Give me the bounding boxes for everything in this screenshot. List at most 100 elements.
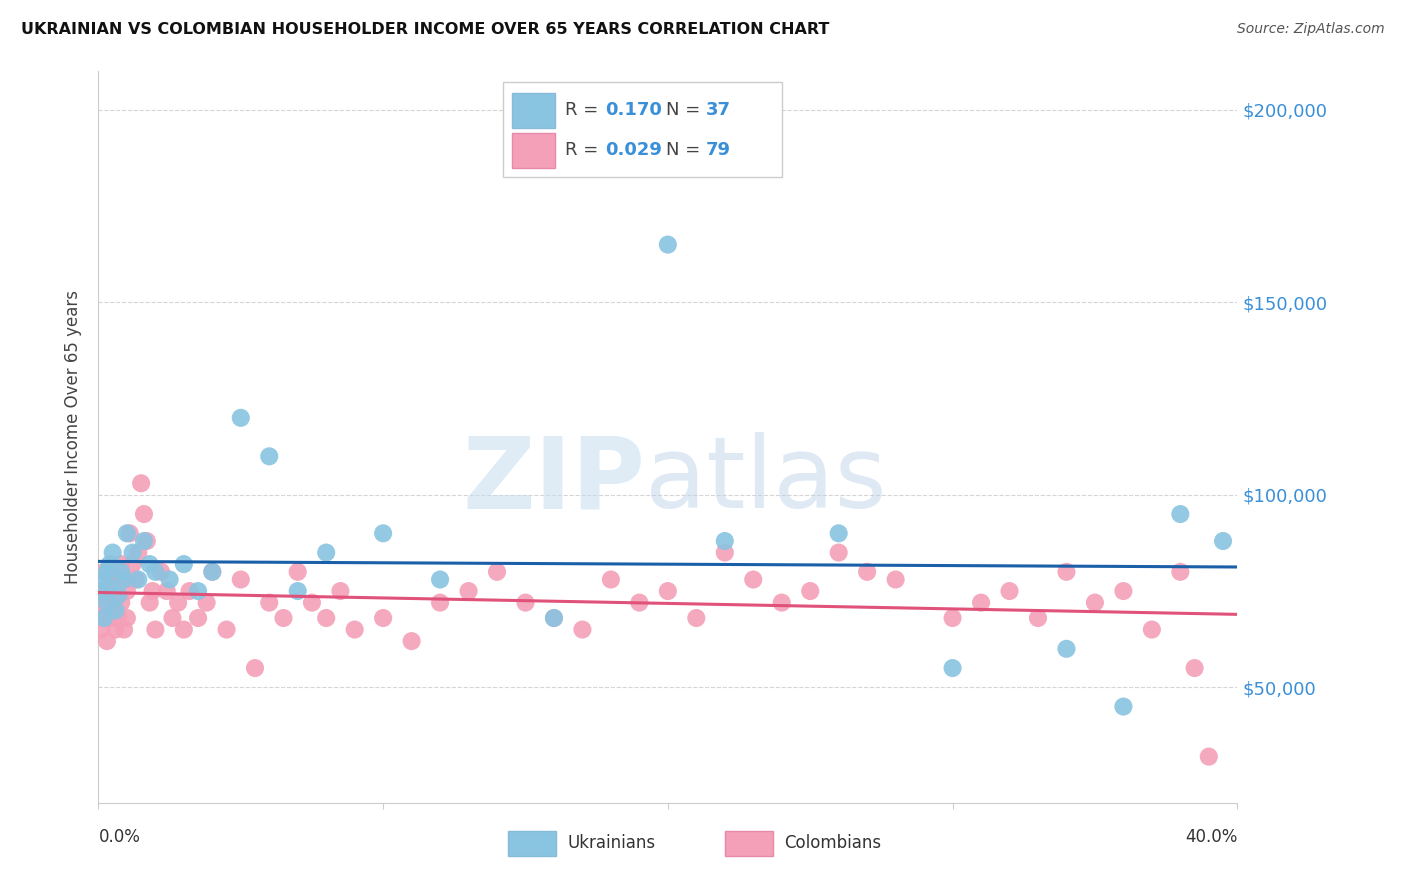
Point — [145, 565, 167, 579]
Point — [373, 526, 395, 541]
Point — [104, 623, 127, 637]
Point — [101, 596, 124, 610]
Point — [373, 611, 395, 625]
Text: R =: R = — [565, 101, 605, 120]
Point — [301, 596, 323, 610]
Point — [799, 584, 821, 599]
Point — [141, 584, 163, 599]
Text: R =: R = — [565, 141, 605, 160]
Point — [90, 584, 112, 599]
Point — [115, 611, 138, 625]
Point — [112, 573, 135, 587]
Point — [124, 573, 146, 587]
Point — [287, 565, 309, 579]
Point — [1198, 749, 1220, 764]
Point — [515, 596, 537, 610]
Point — [90, 596, 112, 610]
Point — [121, 557, 143, 571]
Point — [96, 584, 118, 599]
Point — [600, 573, 623, 587]
Point — [115, 526, 138, 541]
Point — [159, 573, 181, 587]
Point — [167, 596, 190, 610]
Point — [98, 573, 121, 587]
Point — [98, 580, 121, 594]
Point — [96, 596, 118, 610]
Text: Colombians: Colombians — [785, 834, 882, 852]
Point — [179, 584, 201, 599]
Point — [138, 557, 160, 571]
Point — [770, 596, 793, 610]
Point — [1084, 596, 1107, 610]
Point — [187, 611, 209, 625]
Point — [101, 545, 124, 559]
Point — [571, 623, 593, 637]
Point — [543, 611, 565, 625]
Text: 0.170: 0.170 — [605, 101, 662, 120]
FancyBboxPatch shape — [512, 133, 555, 168]
Text: 37: 37 — [706, 101, 731, 120]
Text: 79: 79 — [706, 141, 731, 160]
Point — [107, 588, 129, 602]
Text: Source: ZipAtlas.com: Source: ZipAtlas.com — [1237, 22, 1385, 37]
Point — [93, 611, 115, 625]
Point — [343, 623, 366, 637]
Point — [486, 565, 509, 579]
Point — [138, 596, 160, 610]
Point — [685, 611, 707, 625]
Point — [742, 573, 765, 587]
Point — [187, 584, 209, 599]
Point — [112, 623, 135, 637]
Point — [112, 573, 135, 587]
Point — [195, 596, 218, 610]
Point — [98, 603, 121, 617]
Point — [201, 565, 224, 579]
Point — [135, 534, 157, 549]
Point — [104, 565, 127, 579]
Point — [93, 565, 115, 579]
Text: 0.029: 0.029 — [605, 141, 662, 160]
Point — [856, 565, 879, 579]
Point — [173, 623, 195, 637]
Point — [273, 611, 295, 625]
Point — [714, 534, 737, 549]
Point — [628, 596, 651, 610]
Point — [96, 634, 118, 648]
FancyBboxPatch shape — [503, 82, 782, 178]
Point — [115, 584, 138, 599]
Point — [1212, 534, 1234, 549]
Text: ZIP: ZIP — [463, 433, 645, 530]
Point — [543, 611, 565, 625]
Point — [998, 584, 1021, 599]
Point — [1056, 565, 1078, 579]
FancyBboxPatch shape — [509, 831, 557, 856]
Point — [132, 507, 155, 521]
Point — [657, 237, 679, 252]
Point — [104, 603, 127, 617]
Point — [229, 573, 252, 587]
Point — [118, 526, 141, 541]
Point — [101, 611, 124, 625]
Point — [110, 596, 132, 610]
Point — [132, 534, 155, 549]
Point — [107, 588, 129, 602]
Point — [145, 623, 167, 637]
Text: 40.0%: 40.0% — [1185, 829, 1237, 847]
Point — [156, 584, 179, 599]
Text: N =: N = — [665, 141, 706, 160]
Point — [162, 611, 184, 625]
Point — [401, 634, 423, 648]
FancyBboxPatch shape — [512, 93, 555, 128]
Point — [828, 526, 851, 541]
Text: N =: N = — [665, 101, 706, 120]
Point — [93, 611, 115, 625]
Text: 0.0%: 0.0% — [98, 829, 141, 847]
Point — [429, 573, 451, 587]
Point — [1112, 584, 1135, 599]
Point — [1184, 661, 1206, 675]
Point — [457, 584, 479, 599]
Text: Ukrainians: Ukrainians — [568, 834, 655, 852]
Point — [329, 584, 352, 599]
Point — [90, 623, 112, 637]
Point — [215, 623, 238, 637]
